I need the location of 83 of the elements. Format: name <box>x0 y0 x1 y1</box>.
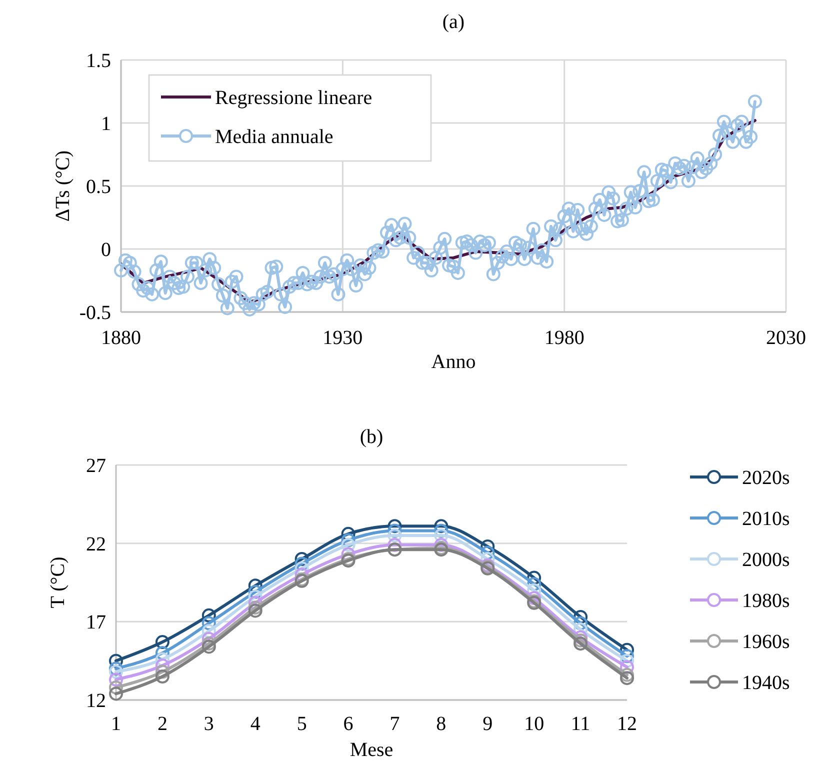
x-tick-label: 5 <box>296 713 307 735</box>
legend-label: 1940s <box>742 672 790 694</box>
y-tick-label: 27 <box>86 455 106 477</box>
y-tick-label: 22 <box>86 533 106 556</box>
point <box>620 668 634 682</box>
y-tick-label: 17 <box>86 612 106 634</box>
x-tick-label: 2 <box>157 713 168 735</box>
y-tick-label: 12 <box>86 690 106 712</box>
x-axis-title: Anno <box>431 351 476 373</box>
point <box>109 672 123 687</box>
point <box>480 546 495 560</box>
legend-label: 1960s <box>742 631 790 653</box>
point <box>620 660 634 674</box>
point <box>202 624 216 638</box>
point <box>527 570 542 585</box>
point <box>202 640 216 654</box>
point <box>388 519 402 534</box>
point <box>202 636 216 651</box>
point <box>620 671 634 686</box>
y-tick-label: 0.5 <box>86 176 111 198</box>
point <box>202 616 216 630</box>
point <box>574 636 588 651</box>
point <box>155 670 170 684</box>
point <box>434 524 448 538</box>
x-tick-label: 8 <box>436 713 446 735</box>
point <box>155 664 170 679</box>
x-tick-label: 9 <box>482 713 493 735</box>
x-tick-label: 1880 <box>101 327 141 349</box>
point <box>574 616 588 630</box>
legend-label: 2020s <box>742 467 790 489</box>
point <box>574 610 588 624</box>
x-tick-label: 3 <box>204 713 214 735</box>
x-tick-label: 1930 <box>322 327 363 349</box>
point <box>109 654 123 668</box>
legend-label: 2000s <box>742 549 790 571</box>
legend-label: Regressione lineare <box>215 87 372 109</box>
x-tick-label: 11 <box>570 713 590 735</box>
point <box>388 524 402 538</box>
point <box>574 622 588 636</box>
point <box>434 528 448 542</box>
chart-title: (a) <box>442 11 465 33</box>
chart-title: (b) <box>360 426 384 448</box>
point <box>527 591 542 606</box>
x-tick-label: 7 <box>390 713 400 735</box>
x-tick-label: 10 <box>524 713 544 735</box>
legend-label: 2010s <box>742 508 790 530</box>
x-tick-label: 1980 <box>544 327 584 349</box>
point <box>574 633 588 648</box>
point <box>294 552 309 566</box>
x-axis-title: Mese <box>350 739 394 761</box>
x-tick-label: 2030 <box>766 327 806 349</box>
point <box>248 604 262 618</box>
point <box>248 584 262 599</box>
y-axis-title: T (°C) <box>47 556 69 608</box>
x-tick-label: 6 <box>343 713 354 735</box>
point <box>620 654 634 668</box>
point <box>434 538 448 552</box>
point <box>388 538 402 552</box>
point <box>480 539 495 554</box>
point <box>388 528 402 542</box>
point <box>109 686 123 701</box>
point <box>294 556 309 571</box>
y-tick-label: 1.5 <box>86 50 111 72</box>
y-tick-label: 1 <box>101 113 111 135</box>
point <box>527 577 542 592</box>
point <box>109 662 123 676</box>
point <box>109 680 123 694</box>
point <box>248 600 262 615</box>
x-tick-label: 12 <box>617 713 637 735</box>
legend-label: Media annuale <box>215 126 334 148</box>
point <box>620 649 634 664</box>
point <box>341 538 356 552</box>
y-tick-label: -0.5 <box>79 302 111 324</box>
point <box>109 664 123 679</box>
point <box>620 642 634 657</box>
point <box>202 608 216 622</box>
x-tick-label: 4 <box>250 713 260 735</box>
point <box>155 635 170 650</box>
point <box>434 519 448 534</box>
y-tick-label: 0 <box>101 239 111 261</box>
point <box>341 533 356 548</box>
legend-label: 1980s <box>742 590 790 612</box>
y-axis-title: ΔTs (°C) <box>52 150 74 222</box>
